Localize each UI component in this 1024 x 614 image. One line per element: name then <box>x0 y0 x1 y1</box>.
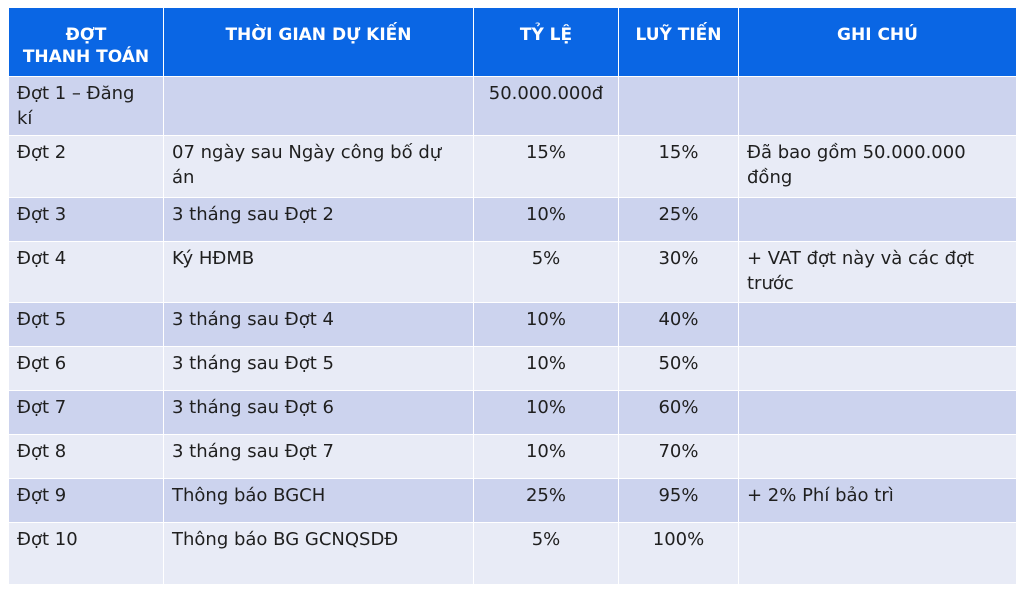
cell-installment: Đợt 2 <box>8 135 164 198</box>
cell-notes <box>738 434 1017 479</box>
cell-expected-time: 3 tháng sau Đợt 4 <box>163 302 474 347</box>
table-row: Đợt 5 3 tháng sau Đợt 4 10% 40% <box>8 302 1017 347</box>
cell-installment: Đợt 1 – Đăng kí <box>8 76 164 136</box>
table-row: Đợt 6 3 tháng sau Đợt 5 10% 50% <box>8 346 1017 391</box>
header-ratio: TỶ LỆ <box>473 7 619 77</box>
table-row: Đợt 10 Thông báo BG GCNQSDĐ 5% 100% <box>8 522 1017 585</box>
cell-notes: + VAT đợt này và các đợt trước <box>738 241 1017 303</box>
header-expected-time: THỜI GIAN DỰ KIẾN <box>163 7 474 77</box>
cell-installment: Đợt 4 <box>8 241 164 303</box>
cell-ratio: 15% <box>473 135 619 198</box>
cell-cumulative: 60% <box>618 390 739 435</box>
cell-expected-time: 07 ngày sau Ngày công bố dự án <box>163 135 474 198</box>
cell-cumulative <box>618 76 739 136</box>
cell-cumulative: 25% <box>618 197 739 242</box>
cell-notes <box>738 390 1017 435</box>
cell-expected-time: 3 tháng sau Đợt 7 <box>163 434 474 479</box>
cell-ratio: 5% <box>473 522 619 585</box>
cell-cumulative: 70% <box>618 434 739 479</box>
header-cumulative: LUỸ TIẾN <box>618 7 739 77</box>
cell-installment: Đợt 8 <box>8 434 164 479</box>
cell-expected-time: Thông báo BG GCNQSDĐ <box>163 522 474 585</box>
header-notes: GHI CHÚ <box>738 7 1017 77</box>
header-expected-time-label: THỜI GIAN DỰ KIẾN <box>225 25 412 45</box>
table-row: Đợt 7 3 tháng sau Đợt 6 10% 60% <box>8 390 1017 435</box>
cell-cumulative: 100% <box>618 522 739 585</box>
cell-notes: + 2% Phí bảo trì <box>738 478 1017 523</box>
cell-cumulative: 50% <box>618 346 739 391</box>
cell-expected-time: Thông báo BGCH <box>163 478 474 523</box>
table-row: Đợt 9 Thông báo BGCH 25% 95% + 2% Phí bả… <box>8 478 1017 523</box>
cell-ratio: 10% <box>473 197 619 242</box>
cell-cumulative: 30% <box>618 241 739 303</box>
cell-ratio: 5% <box>473 241 619 303</box>
header-cumulative-label: LUỸ TIẾN <box>635 25 722 45</box>
payment-schedule-table-container: ĐỢT THANH TOÁN THỜI GIAN DỰ KIẾN TỶ LỆ L… <box>8 7 1017 605</box>
cell-cumulative: 15% <box>618 135 739 198</box>
cell-ratio: 50.000.000đ <box>473 76 619 136</box>
table-row: Đợt 4 Ký HĐMB 5% 30% + VAT đợt này và cá… <box>8 241 1017 303</box>
cell-expected-time <box>163 76 474 136</box>
cell-notes: Đã bao gồm 50.000.000 đồng <box>738 135 1017 198</box>
header-notes-label: GHI CHÚ <box>837 25 918 45</box>
cell-expected-time: 3 tháng sau Đợt 6 <box>163 390 474 435</box>
cell-notes <box>738 346 1017 391</box>
table-row: Đợt 2 07 ngày sau Ngày công bố dự án 15%… <box>8 135 1017 198</box>
cell-notes <box>738 76 1017 136</box>
header-installment: ĐỢT THANH TOÁN <box>8 7 164 77</box>
cell-ratio: 25% <box>473 478 619 523</box>
payment-schedule-table: ĐỢT THANH TOÁN THỜI GIAN DỰ KIẾN TỶ LỆ L… <box>8 7 1017 585</box>
cell-installment: Đợt 6 <box>8 346 164 391</box>
cell-installment: Đợt 3 <box>8 197 164 242</box>
header-row: ĐỢT THANH TOÁN THỜI GIAN DỰ KIẾN TỶ LỆ L… <box>8 7 1017 77</box>
table-row: Đợt 3 3 tháng sau Đợt 2 10% 25% <box>8 197 1017 242</box>
cell-notes <box>738 522 1017 585</box>
cell-notes <box>738 197 1017 242</box>
cell-cumulative: 40% <box>618 302 739 347</box>
table-row: Đợt 8 3 tháng sau Đợt 7 10% 70% <box>8 434 1017 479</box>
table-row: Đợt 1 – Đăng kí 50.000.000đ <box>8 76 1017 136</box>
cell-notes <box>738 302 1017 347</box>
cell-ratio: 10% <box>473 346 619 391</box>
cell-cumulative: 95% <box>618 478 739 523</box>
cell-ratio: 10% <box>473 434 619 479</box>
cell-installment: Đợt 5 <box>8 302 164 347</box>
cell-installment: Đợt 10 <box>8 522 164 585</box>
cell-installment: Đợt 9 <box>8 478 164 523</box>
cell-expected-time: 3 tháng sau Đợt 5 <box>163 346 474 391</box>
cell-ratio: 10% <box>473 390 619 435</box>
cell-expected-time: Ký HĐMB <box>163 241 474 303</box>
cell-ratio: 10% <box>473 302 619 347</box>
cell-installment: Đợt 7 <box>8 390 164 435</box>
header-installment-label: ĐỢT THANH TOÁN <box>22 25 150 67</box>
header-ratio-label: TỶ LỆ <box>519 25 573 45</box>
cell-expected-time: 3 tháng sau Đợt 2 <box>163 197 474 242</box>
